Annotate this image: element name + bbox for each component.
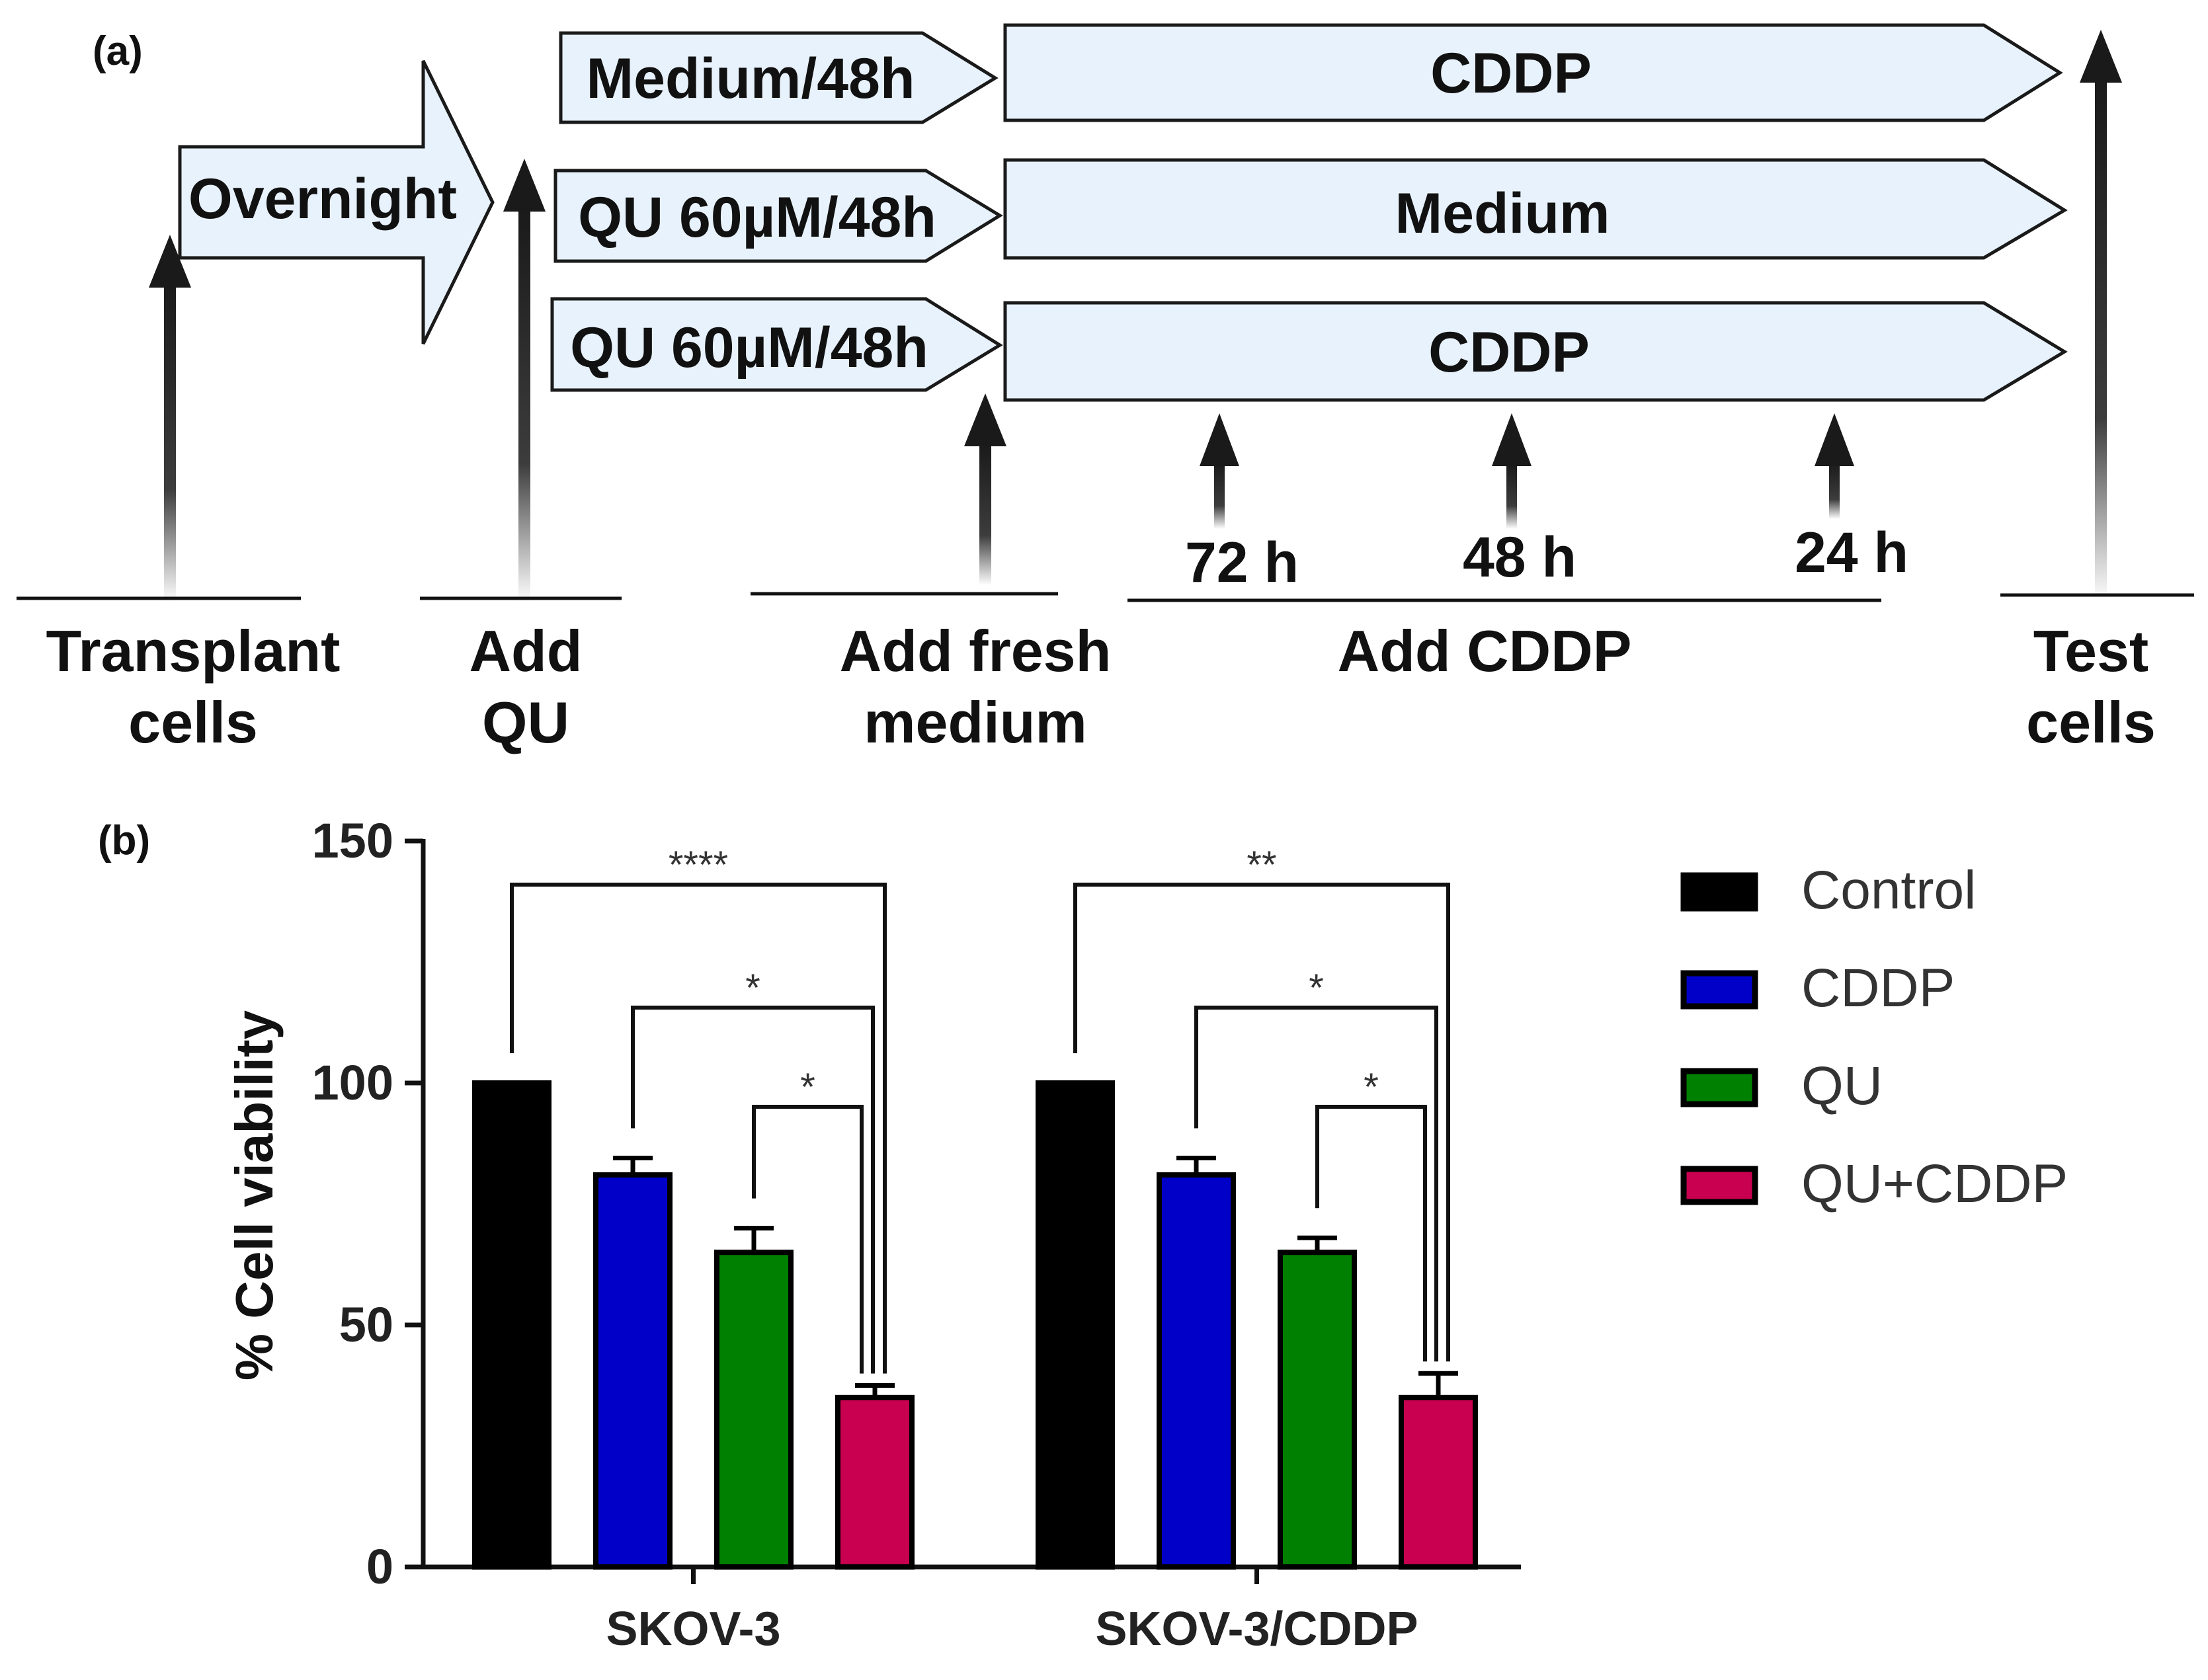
error-bar-qu-cddp-skov-3 <box>855 1383 895 1398</box>
row3-treatment-label: CDDP <box>1428 321 1590 384</box>
row3-pretreat-arrow <box>550 297 1003 392</box>
arrow-add-medium <box>964 393 1006 585</box>
legend-label-cddp: CDDP <box>1801 958 1955 1018</box>
arrow-72h <box>1200 413 1239 529</box>
time-24h: 24 h <box>1795 521 1908 584</box>
legend-swatch-cddp <box>1680 970 1758 1010</box>
significance-label-3: * <box>800 1066 815 1109</box>
legend-label-qu: QU <box>1801 1056 1883 1116</box>
significance-label-2: * <box>745 967 760 1010</box>
arrow-48h <box>1492 413 1532 529</box>
row2-pretreat-arrow <box>553 169 1003 263</box>
row3-treatment-arrow <box>1003 301 2068 402</box>
x-tick-label-skov-3: SKOV-3 <box>606 1603 780 1656</box>
row2-treatment-arrow <box>1003 158 2068 260</box>
y-tick-label-0: 0 <box>366 1539 393 1594</box>
time-72h: 72 h <box>1185 531 1299 594</box>
bar-qu-cddp-skov-3 <box>835 1394 915 1570</box>
step-add-qu-line1: Add <box>469 618 582 684</box>
y-axis-label: % Cell viability <box>225 1010 284 1380</box>
panel-b-label: (b) <box>98 818 150 863</box>
row1-pretreat-label: Medium/48h <box>587 47 915 110</box>
error-bar-qu-skov-3 <box>734 1226 774 1253</box>
legend-item-qu: QU <box>1680 1056 1883 1116</box>
error-bar-qu-skov-3-cddp <box>1297 1235 1337 1253</box>
arrow-add-qu <box>503 159 546 602</box>
panel-b-chart: (b) % Cell viability 0 50 100 150 SKOV-3 SKOV… <box>98 813 2068 1656</box>
arrow-test-cells <box>2080 30 2122 602</box>
bar-control-skov-3 <box>472 1080 552 1570</box>
significance-label-4: ** <box>1247 844 1276 887</box>
step-add-medium-line2: medium <box>864 690 1086 755</box>
row1-treatment-label: CDDP <box>1430 42 1592 105</box>
y-tick-label-50: 50 <box>339 1297 393 1352</box>
error-bar-qu-cddp-skov-3-cddp <box>1418 1371 1458 1398</box>
significance-bracket-5: * <box>1194 967 1438 1362</box>
overnight-arrow <box>178 60 495 345</box>
legend-swatch-control <box>1680 872 1758 912</box>
step-transplant-line1: Transplant <box>46 618 341 684</box>
bar-cddp-skov-3 <box>593 1172 673 1570</box>
arrow-24h <box>1815 413 1854 519</box>
chart-bars <box>472 1080 1478 1570</box>
row3-pretreat-label: QU 60µM/48h <box>570 316 928 380</box>
significance-brackets: ********** <box>510 844 1450 1374</box>
row2-pretreat-label: QU 60µM/48h <box>578 186 936 249</box>
y-tick-label-150: 150 <box>312 813 393 868</box>
legend-label-control: Control <box>1801 860 1976 920</box>
overnight-label: Overnight <box>188 167 457 231</box>
legend-label-qu-cddp: QU+CDDP <box>1801 1154 2068 1214</box>
panel-a-label: (a) <box>93 28 143 74</box>
significance-bracket-3: * <box>752 1066 864 1374</box>
bar-qu-cddp-skov-3-cddp <box>1399 1394 1478 1570</box>
significance-bracket-6: * <box>1315 1066 1427 1362</box>
error-bar-cddp-skov-3 <box>613 1155 653 1176</box>
significance-label-1: **** <box>669 844 728 887</box>
significance-bracket-2: * <box>631 967 875 1374</box>
legend-swatch-qu <box>1680 1068 1758 1107</box>
time-48h: 48 h <box>1463 526 1576 589</box>
step-add-cddp: Add CDDP <box>1338 618 1632 684</box>
significance-label-6: * <box>1364 1066 1379 1109</box>
chart-legend: Control CDDP QU QU+CDDP <box>1680 860 2068 1214</box>
legend-item-cddp: CDDP <box>1680 958 1955 1018</box>
x-tick-label-skov-3-cddp: SKOV-3/CDDP <box>1095 1603 1418 1656</box>
significance-bracket-4: ** <box>1073 844 1450 1362</box>
bar-control-skov-3-cddp <box>1036 1080 1115 1570</box>
legend-item-qu-cddp: QU+CDDP <box>1680 1154 2068 1214</box>
legend-item-control: Control <box>1680 860 1976 920</box>
error-bar-cddp-skov-3-cddp <box>1176 1155 1216 1176</box>
significance-label-5: * <box>1309 967 1324 1010</box>
row1-pretreat-arrow <box>559 31 999 124</box>
panel-a-timeline: (a) Overnight Medium/48h CDDP QU 60µM/48… <box>17 23 2194 755</box>
legend-swatch-qu-cddp <box>1680 1166 1758 1205</box>
y-tick-label-100: 100 <box>312 1055 393 1110</box>
arrow-transplant <box>149 235 191 602</box>
step-test-line2: cells <box>2026 690 2156 755</box>
step-transplant-line2: cells <box>128 690 258 755</box>
row2-treatment-label: Medium <box>1395 182 1610 245</box>
bar-cddp-skov-3-cddp <box>1157 1172 1236 1570</box>
step-add-medium-line1: Add fresh <box>840 618 1112 684</box>
bar-qu-skov-3 <box>714 1250 794 1570</box>
row1-treatment-arrow <box>1003 23 2063 122</box>
step-add-qu-line2: QU <box>482 690 569 755</box>
step-test-line1: Test <box>2033 618 2148 684</box>
bar-qu-skov-3-cddp <box>1278 1250 1357 1570</box>
significance-bracket-1: **** <box>510 844 887 1374</box>
